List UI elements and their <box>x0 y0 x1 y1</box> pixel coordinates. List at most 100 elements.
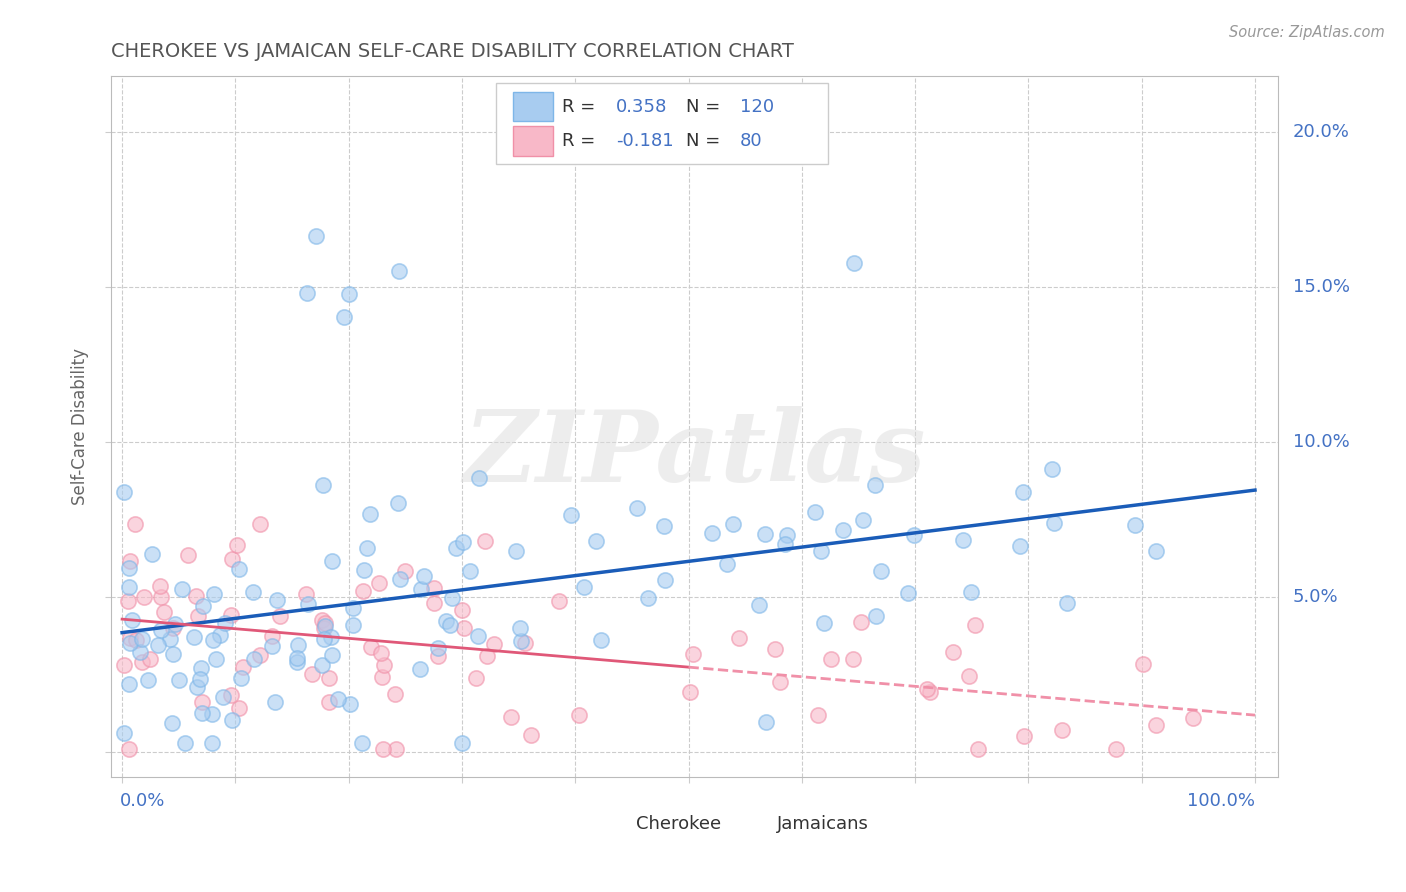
Point <box>319 631 342 645</box>
Point <box>810 544 832 558</box>
Point <box>1043 516 1066 531</box>
Point <box>959 584 981 599</box>
FancyBboxPatch shape <box>513 92 553 121</box>
Point <box>191 706 214 721</box>
Point <box>117 594 139 608</box>
Point <box>226 538 249 552</box>
Point <box>221 552 243 566</box>
Point <box>287 638 309 652</box>
Point <box>716 557 738 571</box>
Point <box>339 698 361 712</box>
Point <box>957 669 980 683</box>
Point <box>574 580 596 594</box>
Point <box>269 609 291 624</box>
Text: N =: N = <box>686 97 720 116</box>
Point <box>626 500 648 515</box>
Point <box>231 671 253 685</box>
Point <box>458 565 481 579</box>
Point <box>548 593 571 607</box>
Text: Source: ZipAtlas.com: Source: ZipAtlas.com <box>1229 25 1385 40</box>
Point <box>342 601 364 615</box>
Point <box>804 505 827 519</box>
Point <box>188 672 211 686</box>
Point <box>219 688 242 702</box>
Point <box>120 632 142 646</box>
Point <box>232 660 254 674</box>
Point <box>384 687 406 701</box>
Point <box>285 650 308 665</box>
Point <box>451 736 474 750</box>
Point <box>869 564 891 578</box>
Point <box>813 615 835 630</box>
Point <box>162 648 184 662</box>
Point <box>509 633 531 648</box>
Point <box>1056 596 1078 610</box>
Point <box>409 662 432 676</box>
Y-axis label: Self-Care Disability: Self-Care Disability <box>72 348 89 505</box>
Point <box>191 599 214 614</box>
Point <box>1008 539 1031 553</box>
Point <box>149 578 172 592</box>
Point <box>842 255 865 269</box>
Point <box>453 621 475 635</box>
Point <box>242 585 264 599</box>
Point <box>482 636 505 650</box>
Point <box>353 563 375 577</box>
Point <box>700 525 723 540</box>
Point <box>337 286 360 301</box>
Point <box>370 646 392 660</box>
Point <box>1123 517 1146 532</box>
Point <box>305 229 328 244</box>
Point <box>262 639 284 653</box>
Point <box>475 648 498 663</box>
Point <box>219 608 242 623</box>
Point <box>763 642 786 657</box>
Point <box>152 605 174 619</box>
Point <box>412 569 434 583</box>
Point <box>228 562 250 576</box>
Point <box>775 537 797 551</box>
Point <box>139 652 162 666</box>
Point <box>427 649 450 664</box>
Point <box>202 587 225 601</box>
Point <box>389 573 412 587</box>
Point <box>148 638 170 652</box>
Point <box>441 591 464 606</box>
Point <box>312 478 335 492</box>
Point <box>212 690 235 705</box>
Point <box>1105 741 1128 756</box>
Point <box>118 580 141 594</box>
Point <box>117 561 139 575</box>
Point <box>264 695 287 709</box>
Point <box>311 658 333 673</box>
Point <box>131 632 153 646</box>
Point <box>124 517 146 532</box>
Point <box>117 676 139 690</box>
Point <box>359 507 381 521</box>
Point <box>342 617 364 632</box>
Point <box>125 632 148 647</box>
Point <box>468 471 491 485</box>
Point <box>186 680 208 694</box>
Point <box>150 590 173 604</box>
Point <box>333 310 356 325</box>
Point <box>118 554 141 568</box>
Point <box>112 726 135 740</box>
Point <box>371 670 394 684</box>
Point <box>423 582 446 596</box>
Point <box>474 534 496 549</box>
Point <box>915 682 938 697</box>
Point <box>903 528 925 542</box>
Point <box>1040 462 1063 476</box>
Point <box>411 582 433 596</box>
Point <box>754 527 776 541</box>
Point <box>1132 657 1154 672</box>
Point <box>1050 723 1073 737</box>
Point <box>187 608 209 623</box>
Point <box>728 632 751 646</box>
Point <box>356 541 378 555</box>
Point <box>385 741 408 756</box>
Point <box>450 603 472 617</box>
Point <box>129 645 152 659</box>
Point <box>201 632 224 647</box>
